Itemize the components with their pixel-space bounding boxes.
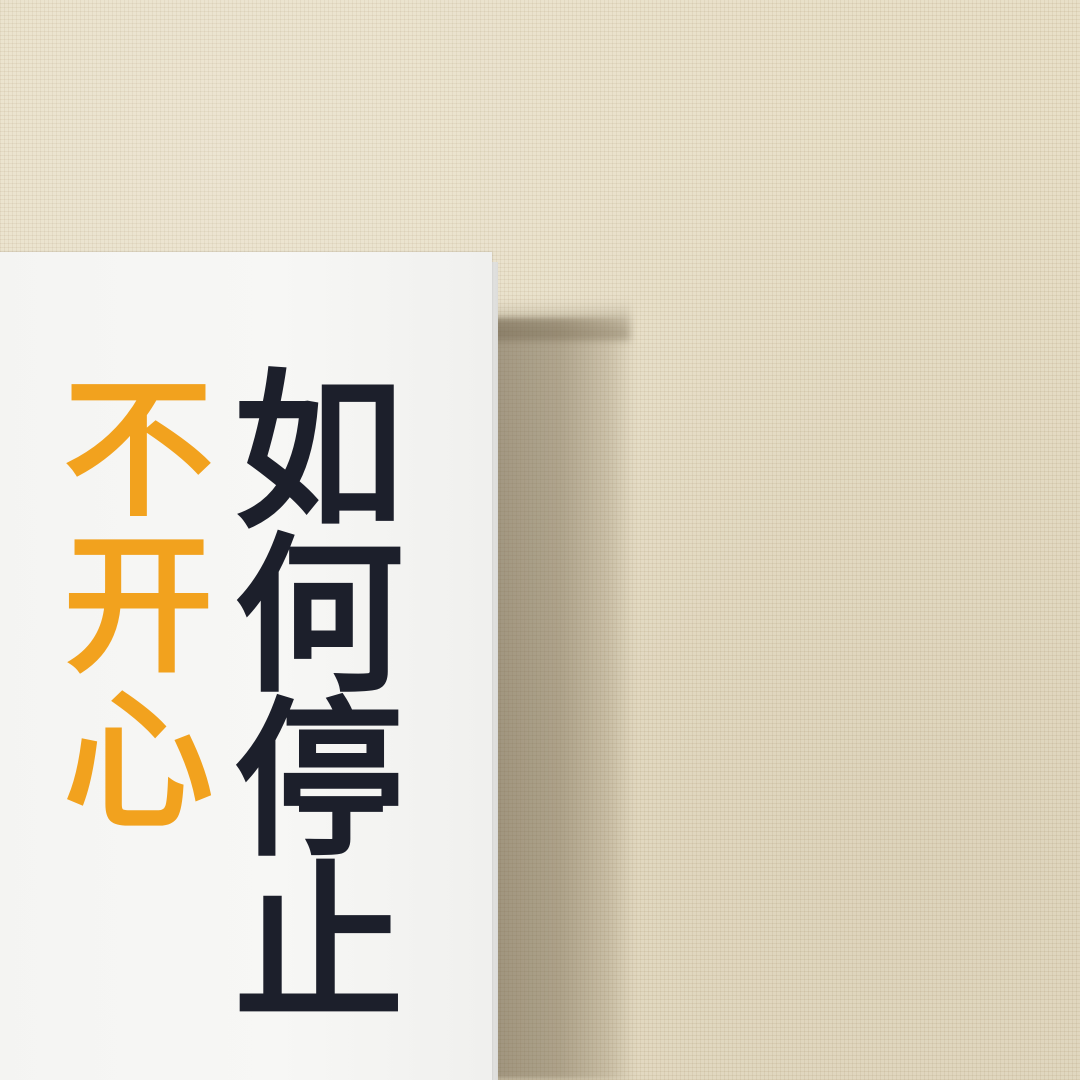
book-title-accent: 不开心	[38, 370, 212, 838]
book-cover	[0, 252, 492, 1080]
book-title-main: 如何停止	[204, 362, 402, 1018]
